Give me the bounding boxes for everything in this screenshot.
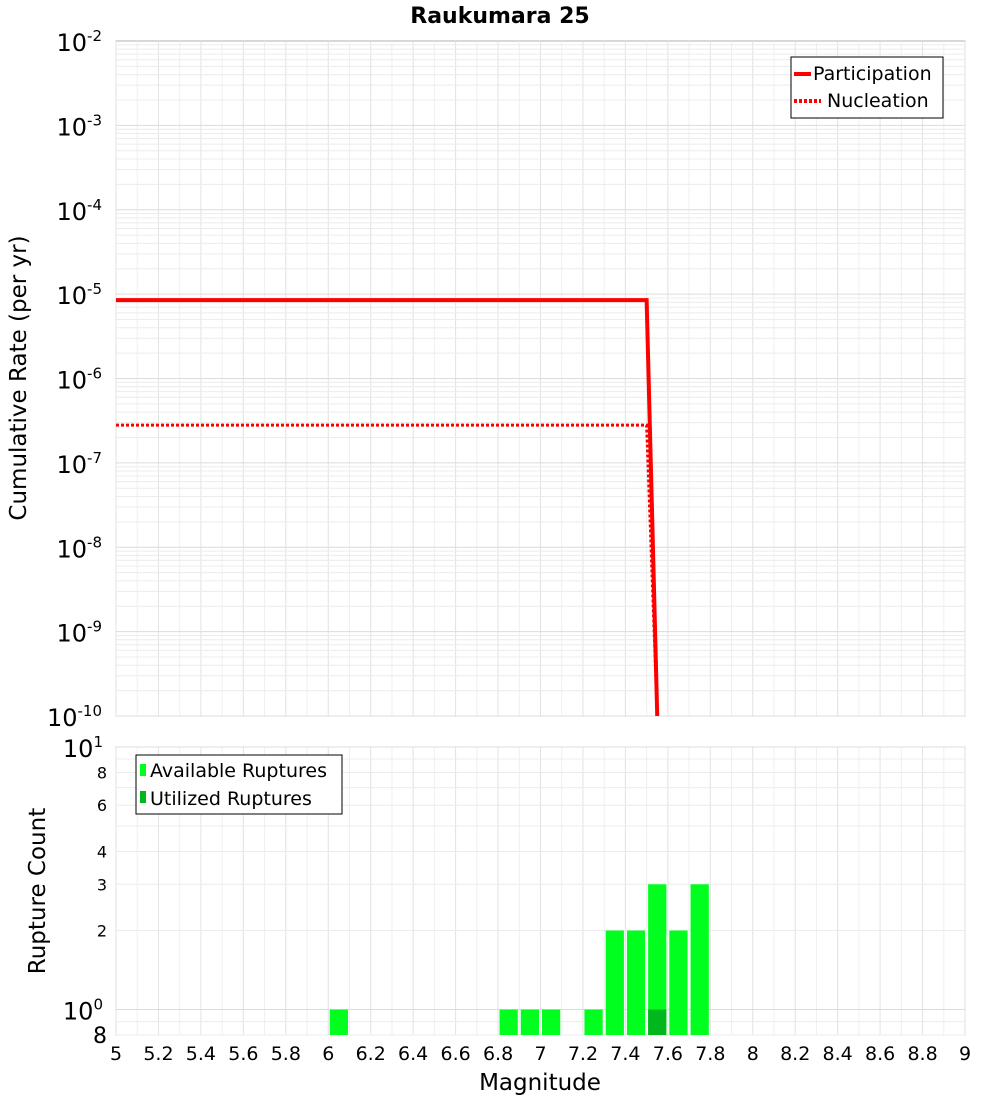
rate-grid [115, 41, 966, 717]
count-x-ticks: 5 5.2 5.4 5.6 5.8 6 6.2 6.4 6.6 6.8 7 7.2 7.4 7.6 7.8 8… [110, 1043, 971, 1065]
count-y-tick-label: 4 [97, 842, 107, 861]
legend-utilized-swatch [140, 791, 146, 803]
magnitude-tick-label: 9 [959, 1043, 971, 1065]
legend-available-label: Available Ruptures [150, 760, 327, 782]
available-ruptures-bar [520, 1009, 539, 1035]
magnitude-tick-label: 5.6 [228, 1043, 258, 1065]
rate-y-tick-label: 10-7 [56, 449, 102, 479]
rate-panel: 10-2 10-3 10-4 10-5 10-6 10-7 10-8 10-9 10-10 Ra… [6, 4, 966, 732]
count-y-tick-label: 3 [97, 875, 107, 894]
count-grid [115, 746, 966, 1036]
count-legend: Available Ruptures Utilized Ruptures [135, 754, 343, 815]
magnitude-tick-label: 5.2 [143, 1043, 173, 1065]
available-ruptures-bar [329, 1009, 348, 1035]
series-line-participation [116, 298, 660, 717]
available-ruptures-bar [648, 884, 667, 1035]
magnitude-tick-label: 5.8 [271, 1043, 301, 1065]
available-ruptures-bar [669, 930, 688, 1035]
rate-y-tick-label: 10-10 [47, 702, 102, 732]
count-legend-box [135, 754, 343, 815]
rate-y-tick-label: 10-9 [56, 618, 102, 648]
legend-available-swatch [140, 764, 146, 776]
rate-series [116, 298, 660, 717]
count-y-tick-label: 8 [97, 763, 107, 782]
magnitude-tick-label: 5.4 [186, 1043, 216, 1065]
rate-y-ticks: 10-2 10-3 10-4 10-5 10-6 10-7 10-8 10-9 10-10 [47, 27, 102, 732]
rate-legend: Participation Nucleation [790, 56, 944, 119]
magnitude-tick-label: 6.8 [483, 1043, 513, 1065]
available-ruptures-bar [626, 930, 646, 1035]
rate-y-tick-label: 10-6 [56, 365, 102, 395]
legend-utilized-label: Utilized Ruptures [150, 788, 312, 810]
magnitude-tick-label: 8 [747, 1043, 759, 1065]
magnitude-tick-label: 8.2 [780, 1043, 810, 1065]
magnitude-tick-label: 7.4 [610, 1043, 640, 1065]
magnitude-axis-label: Magnitude [479, 1070, 601, 1096]
available-ruptures-bar [605, 930, 624, 1035]
utilized-ruptures-bar [648, 1009, 667, 1035]
count-y-tick-label: 6 [97, 796, 107, 815]
magnitude-tick-label: 7.6 [653, 1043, 683, 1065]
rate-y-tick-label: 10-5 [56, 280, 102, 310]
series-line-nucleation [116, 423, 659, 717]
magnitude-tick-label: 6.2 [356, 1043, 386, 1065]
available-ruptures-bar [584, 1009, 603, 1035]
available-ruptures-bar [542, 1009, 561, 1035]
magnitude-tick-label: 7 [534, 1043, 546, 1065]
magnitude-tick-label: 7.2 [568, 1043, 598, 1065]
chart-title: Raukumara 25 [410, 4, 589, 29]
legend-nucleation-label: Nucleation [827, 90, 929, 112]
legend-participation-label: Participation [813, 63, 932, 85]
rate-y-tick-label: 10-2 [56, 27, 102, 57]
rate-y-axis-label: Cumulative Rate (per yr) [6, 235, 32, 520]
rate-y-tick-label: 10-3 [56, 111, 102, 141]
count-y-axis-label: Rupture Count [25, 808, 51, 974]
magnitude-tick-label: 6 [322, 1043, 334, 1065]
rate-y-tick-label: 10-4 [56, 196, 102, 226]
magnitude-tick-label: 8.8 [907, 1043, 937, 1065]
rate-legend-box [790, 56, 944, 119]
available-ruptures-bar [499, 1009, 518, 1035]
available-ruptures-bar [690, 884, 709, 1035]
magnitude-tick-label: 7.8 [695, 1043, 725, 1065]
rate-y-tick-label: 10-8 [56, 533, 102, 563]
magnitude-tick-label: 6.6 [440, 1043, 470, 1065]
magnitude-tick-label: 5 [110, 1043, 122, 1065]
count-y-major-tick-label: 101 [63, 733, 103, 763]
count-bars [329, 884, 709, 1035]
magnitude-tick-label: 8.6 [865, 1043, 895, 1065]
magnitude-tick-label: 6.4 [398, 1043, 428, 1065]
count-y-major-tick-label: 100 [63, 996, 103, 1026]
count-y-tick-label: 2 [97, 922, 107, 941]
magnitude-tick-label: 8.4 [823, 1043, 853, 1065]
count-y-tick-label: 8 [93, 1024, 107, 1049]
